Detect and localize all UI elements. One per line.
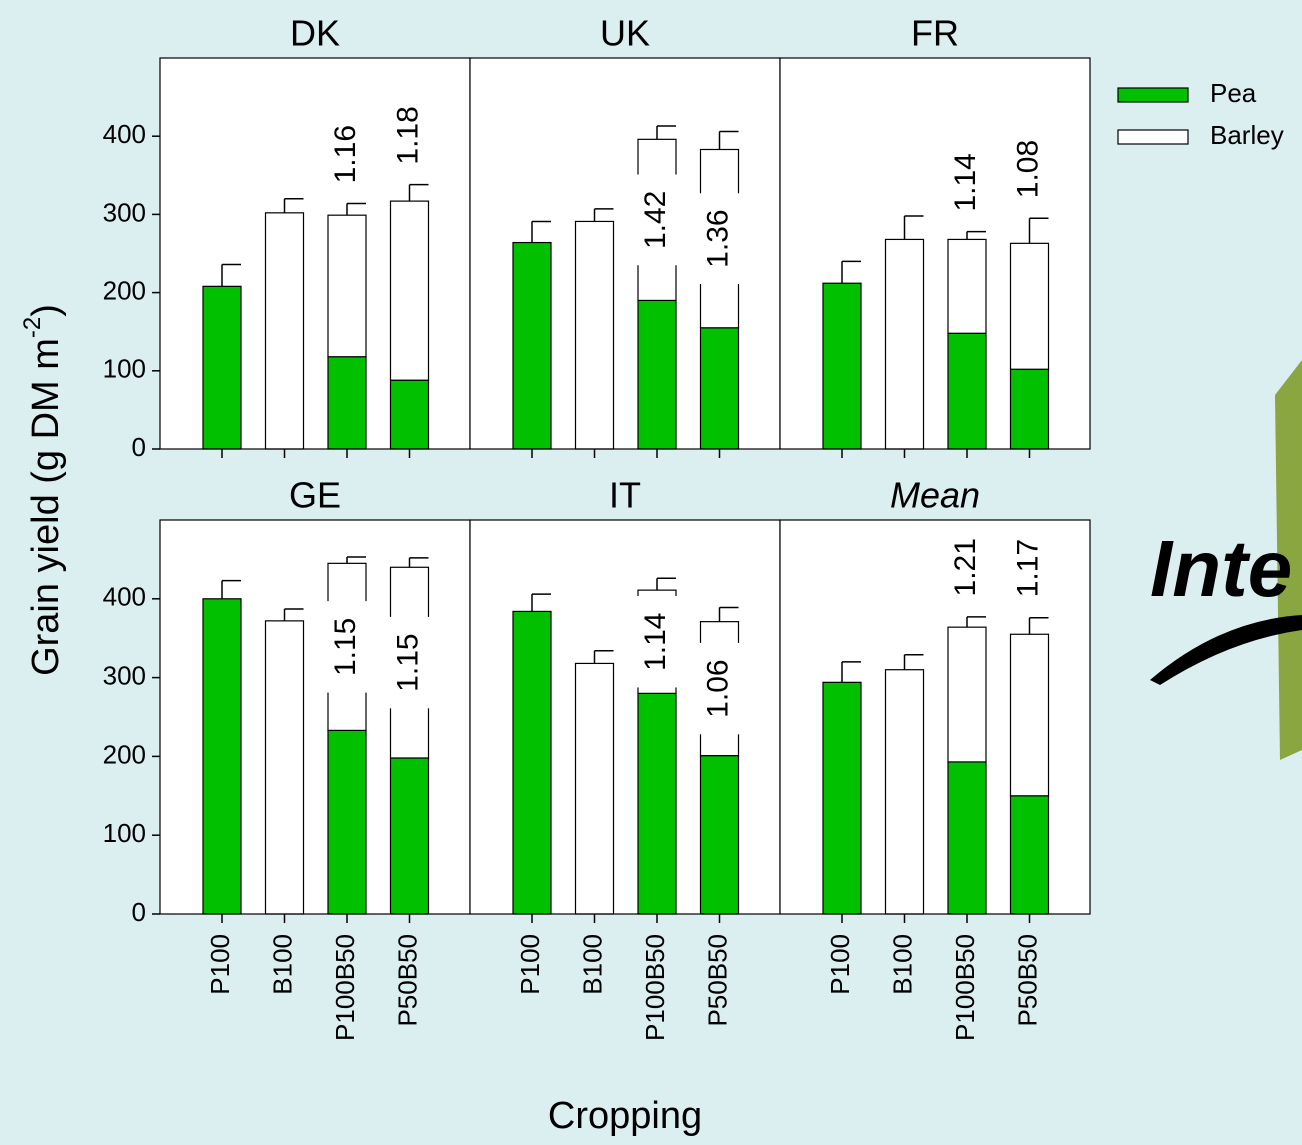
y-tick-label: 200 (103, 275, 146, 305)
panel: IT P100 B100 P100B50 P50B50 1.14 1.06 (469, 475, 781, 1041)
bar-barley (264, 620, 305, 915)
ler-label: 1.14 (639, 613, 672, 671)
bar-pea (202, 598, 242, 915)
ler-label: 1.06 (701, 659, 734, 717)
bar-pea (822, 681, 862, 915)
x-tick-label: B100 (887, 934, 917, 995)
y-tick-label: 400 (103, 582, 146, 612)
bar-pea (389, 379, 430, 450)
logo: Inte (1150, 360, 1302, 760)
bar-pea (327, 356, 367, 450)
ler-label: 1.18 (391, 106, 424, 164)
ler-label: 1.21 (949, 538, 982, 596)
bar-barley (884, 669, 925, 915)
bar-barley (264, 212, 305, 450)
annotation-box (326, 601, 368, 693)
x-tick-label: P50B50 (392, 934, 422, 1027)
panel: DK 0 100 200 300 400 1.16 1.18 (103, 13, 471, 462)
x-tick-label: P100B50 (330, 934, 360, 1041)
ler-label: 1.15 (391, 633, 424, 691)
bar-barley (947, 626, 987, 763)
y-tick-label: 300 (103, 660, 146, 690)
bar-pea (699, 327, 740, 450)
y-axis-label-main: Grain yield (g DM m (25, 338, 67, 676)
logo-leaf (1275, 360, 1302, 760)
ler-label: 1.42 (639, 191, 672, 249)
legend-swatch (1117, 129, 1189, 145)
bar-barley (1009, 633, 1050, 797)
panel: Mean P100 B100 P100B50 P50B50 1.21 1.17 (779, 475, 1091, 1041)
ler-label: 1.08 (1011, 140, 1044, 198)
panel-title: UK (600, 13, 650, 54)
bar-pea (947, 761, 987, 915)
annotation-box (636, 174, 678, 266)
plot-frame (779, 519, 1091, 915)
ler-label: 1.14 (949, 153, 982, 211)
bar-pea (1009, 368, 1050, 450)
legend-label: Pea (1210, 78, 1257, 108)
legend-label: Barley (1210, 120, 1284, 150)
annotation-box (698, 642, 741, 735)
bar-barley (574, 662, 615, 915)
x-tick-label: P100 (825, 934, 855, 995)
bar-pea (947, 332, 987, 450)
bar-pea (822, 282, 862, 450)
x-tick-label: P100B50 (950, 934, 980, 1041)
y-tick-label: 200 (103, 739, 146, 769)
annotation-box (388, 616, 431, 709)
panel-title: DK (290, 13, 340, 54)
bar-pea (1009, 795, 1050, 915)
ler-label: 1.17 (1011, 539, 1044, 597)
ler-label: 1.36 (701, 209, 734, 267)
legend-swatch (1117, 87, 1189, 103)
bar-pea (389, 757, 430, 915)
bar-barley (884, 238, 925, 450)
panel: FR 1.14 1.08 (779, 13, 1091, 458)
logo-text: Inte (1150, 524, 1292, 613)
y-tick-label: 100 (103, 818, 146, 848)
bar-pea (512, 241, 552, 450)
ler-label: 1.16 (329, 125, 362, 183)
bar-barley (327, 214, 367, 358)
bar-pea (512, 610, 552, 915)
bar-pea (202, 285, 242, 450)
y-axis-label: Grain yield (g DM m-2) (19, 304, 67, 676)
y-axis-label-sup: -2 (19, 317, 46, 338)
panel: UK 1.42 1.36 (469, 13, 781, 458)
bar-pea (637, 299, 677, 450)
y-tick-label: 0 (132, 897, 146, 927)
plot-frame (779, 57, 1091, 450)
annotation-box (636, 596, 678, 688)
y-tick-label: 100 (103, 354, 146, 384)
x-tick-label: P100 (515, 934, 545, 995)
logo-swoosh (1150, 615, 1302, 685)
panel-title: GE (289, 475, 341, 516)
bar-pea (699, 755, 740, 915)
panel: GE 0 100 200 300 400 P100 B100 P100B50 P50B50 1.15… (103, 475, 471, 1041)
x-axis-label: Cropping (548, 1095, 702, 1137)
bar-barley (389, 200, 430, 381)
bar-pea (637, 692, 677, 915)
x-tick-label: B100 (577, 934, 607, 995)
bar-pea (327, 729, 367, 915)
bar-barley (574, 220, 615, 450)
panel-title: FR (911, 13, 959, 54)
annotation-box (698, 193, 741, 284)
y-tick-label: 300 (103, 197, 146, 227)
panel-title: IT (609, 475, 641, 516)
x-tick-label: P50B50 (1012, 934, 1042, 1027)
ler-label: 1.15 (329, 618, 362, 676)
y-tick-label: 0 (132, 432, 146, 462)
panel-title: Mean (890, 475, 980, 516)
x-tick-label: P100B50 (640, 934, 670, 1041)
bar-barley (1009, 242, 1050, 370)
y-tick-label: 400 (103, 119, 146, 149)
bar-barley (947, 238, 987, 334)
x-tick-label: P50B50 (702, 934, 732, 1027)
x-tick-label: B100 (267, 934, 297, 995)
y-axis-label-end: ) (25, 304, 67, 317)
x-tick-label: P100 (205, 934, 235, 995)
